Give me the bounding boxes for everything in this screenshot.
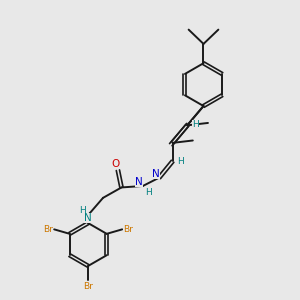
Text: N: N xyxy=(84,213,92,223)
Text: N: N xyxy=(135,177,143,187)
Text: H: H xyxy=(192,120,199,129)
Text: Br: Br xyxy=(83,282,93,291)
Text: O: O xyxy=(111,159,120,169)
Text: H: H xyxy=(79,206,86,215)
Text: Br: Br xyxy=(43,225,53,234)
Text: H: H xyxy=(177,157,184,166)
Text: N: N xyxy=(152,169,160,179)
Text: H: H xyxy=(145,188,152,197)
Text: Br: Br xyxy=(123,225,133,234)
